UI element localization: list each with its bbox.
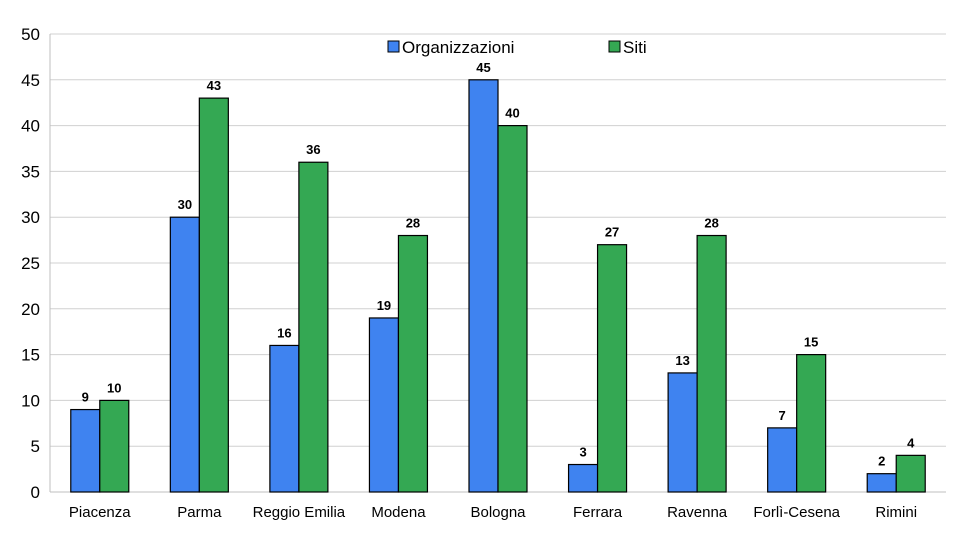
y-tick-label: 30: [21, 208, 40, 227]
data-label: 10: [107, 380, 121, 395]
y-tick-label: 45: [21, 71, 40, 90]
data-label: 4: [907, 435, 915, 450]
data-label: 3: [579, 445, 586, 460]
data-label: 28: [406, 216, 420, 231]
y-tick-label: 20: [21, 300, 40, 319]
data-label: 36: [306, 142, 320, 157]
x-tick-label: Forlì-Cesena: [753, 504, 840, 521]
y-tick-label: 35: [21, 162, 40, 181]
legend: Organizzazioni Siti: [387, 38, 647, 57]
legend-label: Siti: [623, 38, 647, 57]
y-tick-label: 15: [21, 346, 40, 365]
data-label: 45: [476, 60, 490, 75]
data-label: 19: [377, 298, 391, 313]
x-tick-label: Bologna: [470, 504, 526, 521]
data-label: 28: [704, 216, 718, 231]
x-tick-label: Ferrara: [573, 504, 623, 521]
bar-siti-6: [696, 234, 727, 493]
data-labels: 9 10 30 43 16 36 19 28 45 40 3 27 13 28 7 15 2 4: [82, 60, 915, 469]
data-label: 7: [779, 408, 786, 423]
bars: [70, 79, 926, 493]
data-label: 30: [178, 197, 192, 212]
y-tick-label: 10: [21, 391, 40, 410]
y-tick-label: 50: [21, 25, 40, 44]
bar-siti-4: [497, 124, 528, 493]
bar-organizzazioni-7: [767, 427, 798, 493]
bar-siti-0: [99, 399, 130, 493]
x-tick-label: Parma: [177, 504, 222, 521]
bar-siti-2: [298, 161, 329, 493]
data-label: 9: [82, 390, 89, 405]
data-label: 16: [277, 325, 291, 340]
bar-organizzazioni-1: [169, 216, 200, 493]
x-tick-label: Modena: [371, 504, 426, 521]
data-label: 2: [878, 454, 885, 469]
y-tick-label: 5: [31, 437, 40, 456]
x-tick-label: Piacenza: [69, 504, 131, 521]
bar-siti-8: [895, 454, 926, 493]
bar-siti-7: [796, 354, 827, 493]
y-tick-label: 40: [21, 117, 40, 136]
legend-swatch: [608, 40, 621, 53]
legend-swatch: [387, 40, 400, 53]
bar-siti-3: [397, 234, 429, 493]
x-tick-label: Ravenna: [667, 504, 728, 521]
y-tick-label: 25: [21, 254, 40, 273]
bar-organizzazioni-0: [70, 408, 101, 493]
bar-organizzazioni-2: [269, 344, 300, 493]
bar-siti-1: [198, 97, 229, 493]
data-label: 27: [605, 225, 619, 240]
data-label: 43: [207, 78, 221, 93]
data-label: 40: [505, 106, 519, 121]
bar-siti-5: [596, 244, 628, 493]
data-label: 15: [804, 335, 818, 350]
x-tick-label: Reggio Emilia: [253, 504, 346, 521]
y-tick-label: 0: [31, 483, 40, 502]
bar-organizzazioni-5: [567, 463, 599, 493]
legend-label: Organizzazioni: [402, 38, 514, 57]
bar-organizzazioni-6: [667, 372, 698, 493]
data-label: 13: [675, 353, 689, 368]
x-tick-label: Rimini: [875, 504, 917, 521]
bar-organizzazioni-4: [468, 79, 499, 493]
bar-organizzazioni-8: [866, 473, 897, 493]
bar-organizzazioni-3: [368, 317, 400, 493]
axes: 0 5 10 15 20 25 30 35 40 45 50 Piacenza Parma Reggio …: [21, 25, 946, 521]
